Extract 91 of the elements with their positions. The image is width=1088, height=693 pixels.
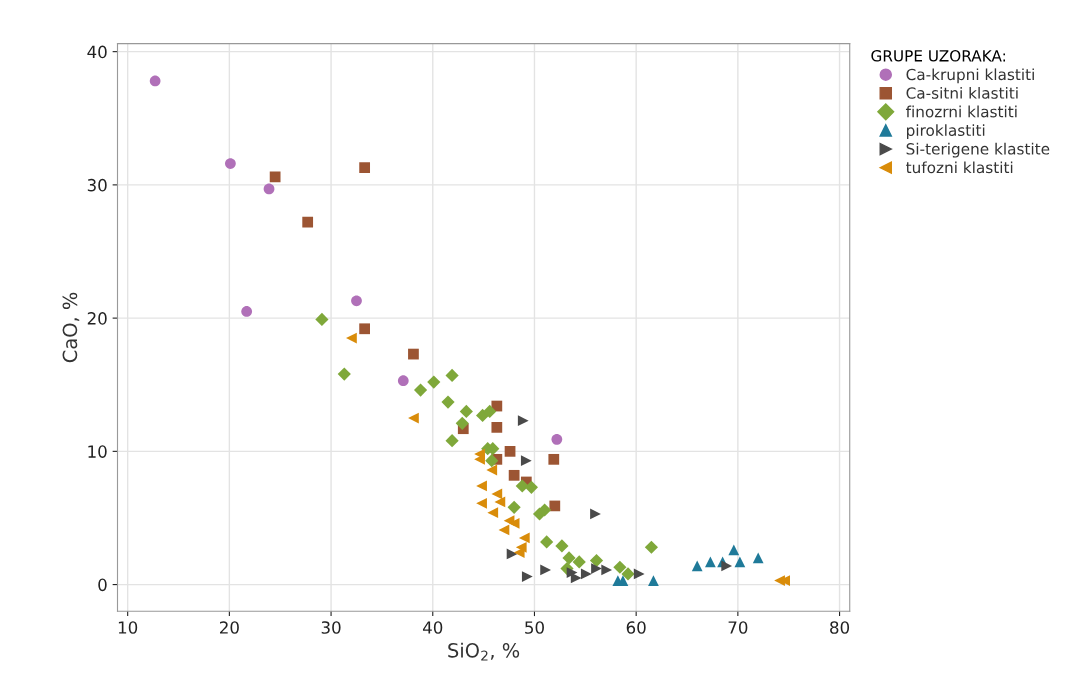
x-tick-label: 70 — [728, 621, 748, 634]
point — [225, 158, 236, 169]
point — [520, 455, 532, 467]
point — [498, 524, 510, 536]
legend-label: piroklastiti — [907, 124, 985, 139]
x-tick-label: 30 — [321, 621, 341, 634]
y-tick-label: 30 — [87, 178, 107, 192]
point — [508, 469, 520, 481]
point — [621, 567, 635, 581]
point — [521, 571, 533, 582]
point — [549, 500, 561, 512]
point — [580, 568, 592, 580]
point — [589, 554, 604, 568]
point — [613, 560, 627, 574]
point — [149, 75, 161, 87]
point — [413, 383, 428, 397]
point — [351, 295, 362, 307]
point — [515, 479, 529, 493]
point — [455, 416, 469, 430]
x-tick-label: 80 — [830, 621, 850, 634]
y-tick-label: 0 — [98, 578, 107, 592]
legend-label: Si-terigene klastite — [906, 142, 1050, 158]
x-tick-label: 10 — [118, 621, 138, 634]
point — [485, 454, 499, 468]
x-tick-label: 50 — [525, 621, 544, 634]
point — [476, 480, 487, 492]
point — [648, 575, 659, 586]
point — [487, 507, 499, 519]
point — [445, 368, 459, 382]
point — [269, 171, 281, 183]
point — [517, 415, 529, 427]
point — [562, 551, 576, 565]
point — [346, 332, 357, 344]
x-axis-title: SiO$_{2}$, % — [448, 642, 520, 661]
x-tick-label: 60 — [626, 621, 646, 634]
point — [540, 535, 554, 549]
point — [524, 480, 538, 494]
point — [483, 404, 497, 418]
point — [591, 563, 602, 574]
point — [337, 367, 351, 381]
legend-title: GRUPE UZORAKA: — [871, 50, 1005, 62]
point — [548, 453, 560, 465]
point — [359, 162, 371, 173]
point — [551, 433, 563, 445]
point — [728, 544, 740, 556]
point — [241, 306, 253, 317]
x-tick-label: 20 — [219, 621, 239, 634]
point — [555, 539, 569, 553]
legend-label: Ca-krupni klastiti — [906, 68, 1034, 84]
point — [572, 555, 586, 569]
legend-label: Ca-sitni klastiti — [906, 86, 1018, 99]
point — [263, 183, 275, 195]
point — [302, 216, 314, 228]
point — [508, 517, 520, 529]
y-axis-title: CaO, % — [62, 292, 80, 363]
point — [315, 312, 329, 327]
point — [359, 323, 371, 335]
point — [397, 375, 409, 387]
legend-label: tufozni klastiti — [906, 161, 1013, 174]
point — [491, 421, 503, 433]
point — [518, 532, 530, 544]
point — [721, 560, 733, 572]
point — [459, 404, 473, 418]
point — [507, 500, 521, 514]
x-tick-label: 40 — [422, 621, 443, 634]
point — [494, 496, 506, 508]
point — [633, 568, 645, 580]
point — [408, 348, 419, 360]
point — [445, 434, 459, 448]
point — [408, 412, 419, 424]
point — [644, 540, 658, 554]
point — [540, 564, 552, 576]
point — [427, 375, 441, 389]
point — [752, 552, 764, 564]
point — [538, 503, 552, 517]
point — [441, 395, 455, 409]
point — [590, 508, 601, 520]
point — [491, 488, 503, 500]
point — [506, 548, 518, 560]
point — [486, 464, 498, 476]
point — [601, 564, 613, 576]
y-tick-label: 20 — [87, 312, 107, 325]
point — [705, 556, 716, 568]
point — [691, 560, 703, 572]
point — [476, 497, 487, 509]
point — [504, 445, 516, 457]
y-tick-label: 40 — [87, 45, 107, 59]
point — [474, 453, 485, 465]
point — [734, 556, 746, 568]
legend-label: finozrni klastiti — [905, 105, 1017, 118]
y-tick-label: 10 — [88, 445, 107, 458]
